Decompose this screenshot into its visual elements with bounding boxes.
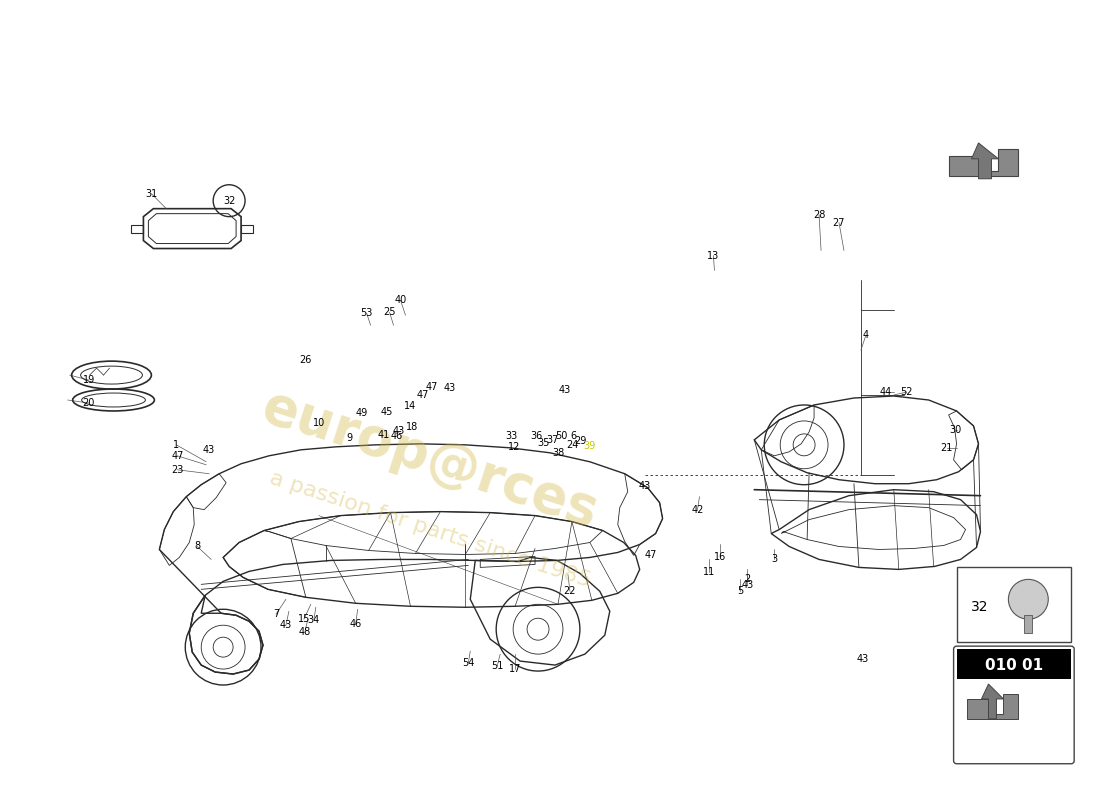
Text: 43: 43 [741, 580, 754, 590]
Text: 21: 21 [940, 443, 953, 453]
Text: 41: 41 [377, 430, 389, 440]
Text: 12: 12 [508, 442, 520, 452]
Text: 47: 47 [426, 382, 438, 392]
Text: 6: 6 [571, 431, 578, 441]
Text: 17: 17 [509, 664, 521, 674]
Text: 22: 22 [563, 586, 576, 596]
Text: 43: 43 [638, 481, 651, 490]
Polygon shape [967, 694, 1019, 719]
Text: 48: 48 [299, 627, 311, 637]
Text: 49: 49 [355, 408, 367, 418]
Text: 10: 10 [312, 418, 324, 428]
Text: 43: 43 [857, 654, 869, 664]
Text: 36: 36 [530, 431, 542, 441]
Text: 32: 32 [223, 196, 235, 206]
Text: 42: 42 [691, 505, 704, 514]
Text: 8: 8 [195, 542, 200, 551]
Text: 25: 25 [383, 307, 396, 318]
Text: 53: 53 [361, 308, 373, 318]
Text: 28: 28 [813, 210, 825, 220]
FancyBboxPatch shape [954, 646, 1075, 764]
Text: 47: 47 [645, 550, 657, 561]
Text: 010 01: 010 01 [986, 658, 1044, 673]
Text: 47: 47 [172, 451, 184, 461]
Text: 39: 39 [584, 441, 596, 451]
Text: 54: 54 [462, 658, 474, 668]
Text: 32: 32 [970, 600, 988, 614]
Text: 24: 24 [566, 440, 579, 450]
Text: 43: 43 [279, 620, 292, 630]
Text: 43: 43 [443, 383, 455, 393]
Bar [1024, 615, 1032, 633]
Text: 3: 3 [771, 554, 778, 565]
Bar [957, 567, 1071, 642]
Text: 1: 1 [173, 440, 179, 450]
Text: 11: 11 [703, 567, 716, 578]
Text: 38: 38 [552, 448, 564, 458]
Text: 34: 34 [308, 615, 320, 626]
Polygon shape [948, 149, 1019, 176]
Text: 19: 19 [82, 375, 95, 385]
Text: 20: 20 [82, 398, 95, 408]
Text: 43: 43 [202, 445, 215, 455]
Text: 27: 27 [833, 218, 845, 228]
Text: 5: 5 [737, 586, 744, 596]
Text: a passion for parts since 1985: a passion for parts since 1985 [267, 468, 594, 591]
Text: 14: 14 [405, 401, 417, 411]
Polygon shape [971, 143, 999, 178]
Text: 47: 47 [416, 390, 429, 400]
Circle shape [1009, 579, 1048, 619]
Text: 46: 46 [350, 619, 362, 630]
Text: 2: 2 [745, 574, 750, 584]
Text: 23: 23 [172, 465, 184, 474]
Text: 7: 7 [273, 610, 279, 619]
Text: 29: 29 [574, 436, 587, 446]
Text: 33: 33 [505, 431, 517, 441]
Text: 50: 50 [554, 431, 568, 441]
Text: 4: 4 [862, 330, 869, 340]
Text: 15: 15 [298, 614, 310, 624]
Text: 44: 44 [880, 387, 892, 397]
Text: 13: 13 [707, 250, 719, 261]
Text: 46: 46 [390, 431, 403, 441]
Text: 52: 52 [901, 387, 913, 397]
Text: 31: 31 [145, 189, 157, 198]
Text: europ@rces: europ@rces [256, 381, 605, 538]
Bar [957, 649, 1071, 679]
Text: 35: 35 [537, 438, 549, 448]
Text: 45: 45 [381, 407, 393, 417]
Text: 43: 43 [559, 385, 571, 395]
Polygon shape [981, 684, 1003, 719]
Text: 30: 30 [949, 425, 961, 435]
Text: 37: 37 [547, 435, 559, 445]
Text: 51: 51 [491, 661, 504, 671]
Text: 9: 9 [346, 433, 353, 443]
Text: 18: 18 [406, 422, 419, 432]
Text: 43: 43 [393, 426, 405, 436]
Text: 16: 16 [714, 553, 726, 562]
Text: 26: 26 [299, 355, 312, 365]
Text: 40: 40 [395, 295, 407, 306]
